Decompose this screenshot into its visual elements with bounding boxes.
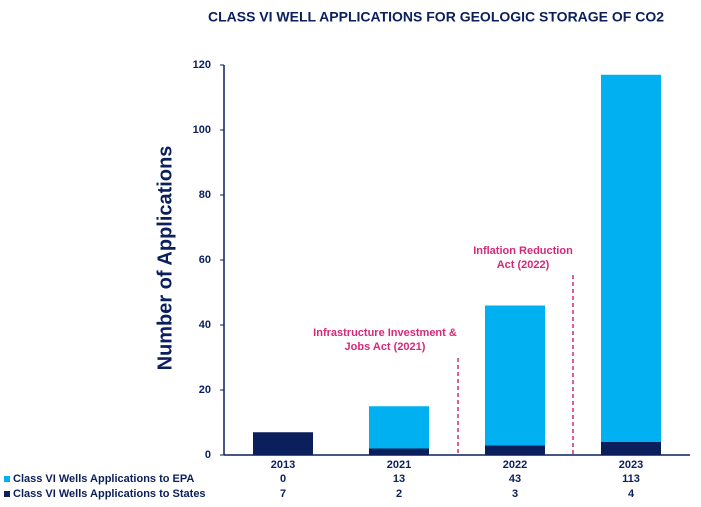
y-tick-label: 60: [199, 254, 211, 266]
table-value: 3: [512, 488, 518, 500]
table-value: 113: [622, 473, 640, 485]
y-tick-label: 0: [205, 449, 211, 461]
y-tick-label: 100: [193, 124, 211, 136]
annotation: Act (2022): [497, 259, 550, 271]
bar-segment: [369, 448, 429, 455]
y-axis-label: Number of Applications: [154, 146, 176, 371]
table-value: 43: [509, 473, 521, 485]
x-tick-label: 2022: [503, 459, 527, 471]
table-value: 7: [280, 488, 286, 500]
bar-segment: [601, 442, 661, 455]
annotation: Infrastructure Investment &: [313, 327, 457, 339]
bar-segment: [253, 432, 313, 455]
bar-segment: [485, 305, 545, 446]
legend-label: Class VI Wells Applications to EPA: [13, 473, 194, 485]
legend-label: Class VI Wells Applications to States: [13, 488, 206, 500]
table-value: 0: [280, 473, 286, 485]
bar-segment: [601, 74, 661, 442]
table-value: 2: [396, 488, 402, 500]
table-value: 13: [393, 473, 405, 485]
y-tick-label: 40: [199, 319, 211, 331]
x-tick-label: 2021: [387, 459, 411, 471]
x-tick-label: 2023: [619, 459, 643, 471]
y-tick-label: 20: [199, 384, 211, 396]
legend-swatch: [4, 491, 10, 497]
chart-title: CLASS VI WELL APPLICATIONS FOR GEOLOGIC …: [208, 9, 664, 25]
y-tick-label: 120: [193, 59, 211, 71]
table-value: 4: [628, 488, 635, 500]
annotation: Jobs Act (2021): [345, 341, 426, 353]
x-tick-label: 2013: [271, 459, 295, 471]
bar-segment: [369, 406, 429, 449]
legend-swatch: [4, 476, 10, 482]
y-tick-label: 80: [199, 189, 211, 201]
bar-segment: [485, 445, 545, 455]
annotation: Inflation Reduction: [473, 245, 573, 257]
